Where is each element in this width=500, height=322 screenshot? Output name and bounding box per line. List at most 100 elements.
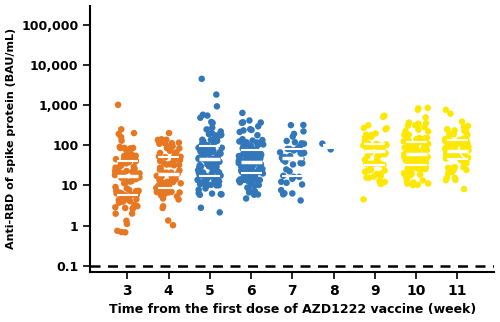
Point	[366, 146, 374, 151]
Point	[379, 114, 387, 119]
Point	[175, 140, 183, 145]
Point	[120, 158, 128, 164]
Point	[282, 138, 290, 144]
Point	[365, 175, 373, 180]
Point	[460, 165, 468, 170]
Point	[400, 171, 408, 176]
Point	[196, 163, 204, 168]
Point	[420, 145, 428, 150]
Point	[300, 129, 308, 134]
Point	[162, 170, 170, 175]
Point	[446, 111, 454, 116]
Point	[204, 175, 212, 181]
Point	[416, 139, 424, 145]
Point	[161, 141, 169, 146]
Point	[208, 162, 216, 167]
Point	[442, 152, 450, 157]
Point	[372, 131, 380, 136]
Point	[206, 157, 214, 162]
Point	[444, 127, 452, 132]
Point	[134, 189, 142, 194]
Point	[258, 137, 266, 143]
Point	[133, 173, 141, 178]
Point	[402, 151, 410, 156]
Point	[194, 177, 202, 183]
Point	[404, 170, 412, 175]
Point	[216, 129, 224, 134]
Point	[441, 138, 449, 143]
Point	[278, 179, 285, 185]
Point	[198, 137, 206, 142]
Point	[298, 182, 306, 187]
Point	[162, 155, 170, 160]
Point	[239, 169, 247, 174]
Point	[416, 172, 424, 177]
Point	[424, 155, 432, 160]
Point	[284, 146, 292, 151]
Point	[163, 179, 171, 185]
Point	[243, 153, 251, 158]
Point	[464, 155, 472, 160]
Point	[196, 192, 204, 197]
Point	[405, 142, 413, 147]
Point	[132, 159, 140, 164]
Point	[246, 170, 254, 175]
Point	[289, 134, 297, 139]
Point	[156, 175, 164, 181]
Point	[256, 156, 264, 161]
Point	[464, 132, 471, 137]
Point	[213, 135, 221, 140]
Point	[170, 157, 178, 163]
Point	[174, 197, 182, 202]
Point	[116, 163, 124, 168]
Point	[246, 118, 254, 123]
Point	[206, 149, 214, 154]
Point	[216, 173, 224, 178]
Point	[168, 142, 176, 147]
Point	[250, 149, 258, 154]
Point	[154, 137, 162, 142]
Point	[115, 198, 123, 203]
Point	[122, 158, 130, 163]
Point	[442, 149, 450, 155]
Point	[256, 164, 264, 169]
Point	[256, 141, 264, 146]
Point	[244, 164, 252, 169]
Point	[117, 135, 125, 140]
Point	[400, 155, 408, 160]
Point	[444, 147, 452, 153]
Point	[277, 188, 285, 193]
Point	[202, 186, 209, 191]
Point	[240, 143, 248, 148]
Point	[289, 162, 297, 167]
Point	[159, 196, 167, 201]
Point	[464, 144, 472, 149]
Point	[126, 187, 134, 193]
Point	[247, 144, 255, 149]
Point	[445, 137, 453, 142]
Point	[424, 129, 432, 134]
Point	[152, 185, 160, 191]
Point	[158, 137, 166, 142]
Point	[298, 156, 306, 161]
Point	[205, 151, 213, 156]
Point	[209, 138, 217, 144]
Point	[166, 148, 174, 153]
Point	[239, 120, 247, 125]
Point	[198, 141, 206, 146]
Point	[415, 163, 423, 168]
Point	[242, 141, 250, 147]
Point	[129, 175, 137, 180]
Point	[287, 123, 295, 128]
Point	[416, 136, 424, 141]
Point	[208, 174, 216, 179]
Point	[410, 180, 418, 185]
Point	[422, 166, 430, 172]
Point	[376, 182, 384, 187]
Point	[121, 176, 129, 181]
Point	[362, 132, 370, 137]
Point	[252, 147, 260, 152]
Point	[380, 113, 388, 118]
Point	[120, 145, 128, 150]
Point	[153, 189, 161, 194]
